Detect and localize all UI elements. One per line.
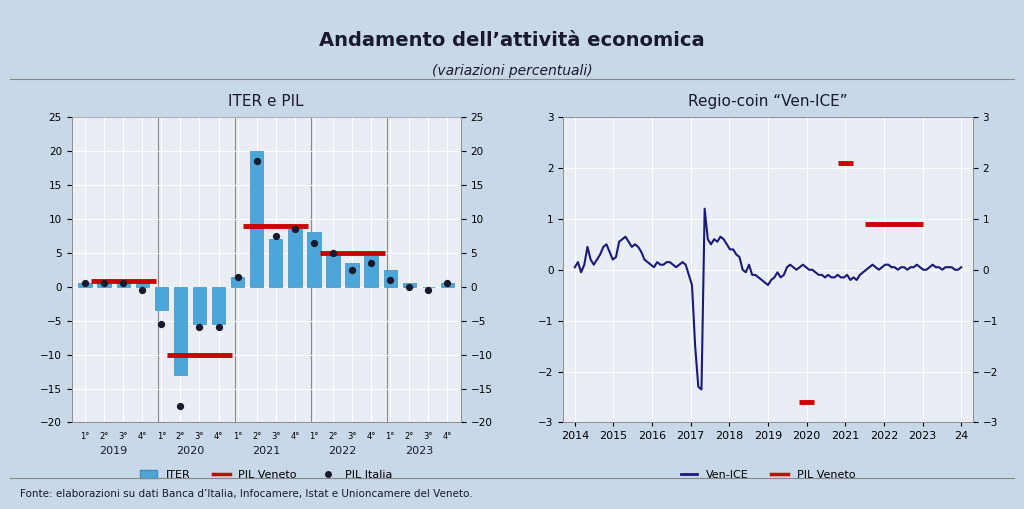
Point <box>210 323 226 331</box>
Text: Fonte: elaborazioni su dati Banca d’Italia, Infocamere, Istat e Unioncamere del : Fonte: elaborazioni su dati Banca d’Ital… <box>20 489 473 499</box>
Legend: ITER, PIL Veneto, PIL Italia: ITER, PIL Veneto, PIL Italia <box>136 465 396 484</box>
Title: ITER e PIL: ITER e PIL <box>228 94 304 109</box>
Title: Regio-coin “Ven-ICE”: Regio-coin “Ven-ICE” <box>688 94 848 109</box>
Point <box>77 279 93 288</box>
Bar <box>117 284 130 287</box>
Point <box>439 279 456 288</box>
Bar <box>97 284 111 287</box>
Bar <box>440 284 454 287</box>
Text: 2023: 2023 <box>404 446 433 456</box>
Legend: Ven-ICE, PIL Veneto: Ven-ICE, PIL Veneto <box>676 465 860 484</box>
Point <box>191 323 208 331</box>
Bar <box>250 151 263 287</box>
Bar <box>79 284 92 287</box>
Bar <box>269 239 283 287</box>
Point <box>229 272 246 280</box>
Point <box>249 157 265 165</box>
Bar <box>365 256 378 287</box>
Point <box>325 249 341 257</box>
Bar <box>212 287 225 324</box>
Bar <box>231 276 245 287</box>
Point <box>154 320 170 328</box>
Point <box>362 259 379 267</box>
Text: Andamento dell’attività economica: Andamento dell’attività economica <box>319 31 705 49</box>
Text: (variazioni percentuali): (variazioni percentuali) <box>432 64 592 78</box>
Text: 2021: 2021 <box>252 446 281 456</box>
Bar <box>174 287 187 375</box>
Point <box>134 286 151 294</box>
Point <box>115 279 131 288</box>
Text: 2022: 2022 <box>329 446 356 456</box>
Bar <box>384 270 397 287</box>
Text: 2019: 2019 <box>99 446 128 456</box>
Point <box>267 232 284 240</box>
Point <box>172 402 188 410</box>
Bar <box>402 284 416 287</box>
Point <box>420 286 436 294</box>
Bar <box>327 253 340 287</box>
Point <box>401 282 418 291</box>
Bar <box>155 287 168 310</box>
Point <box>96 279 113 288</box>
Point <box>382 276 398 284</box>
Point <box>344 266 360 274</box>
Bar <box>345 263 358 287</box>
Bar <box>193 287 206 324</box>
Bar <box>307 233 321 287</box>
Text: 2020: 2020 <box>176 446 204 456</box>
Point <box>287 225 303 233</box>
Point <box>306 239 323 247</box>
Bar <box>288 229 301 287</box>
Bar <box>135 284 148 287</box>
